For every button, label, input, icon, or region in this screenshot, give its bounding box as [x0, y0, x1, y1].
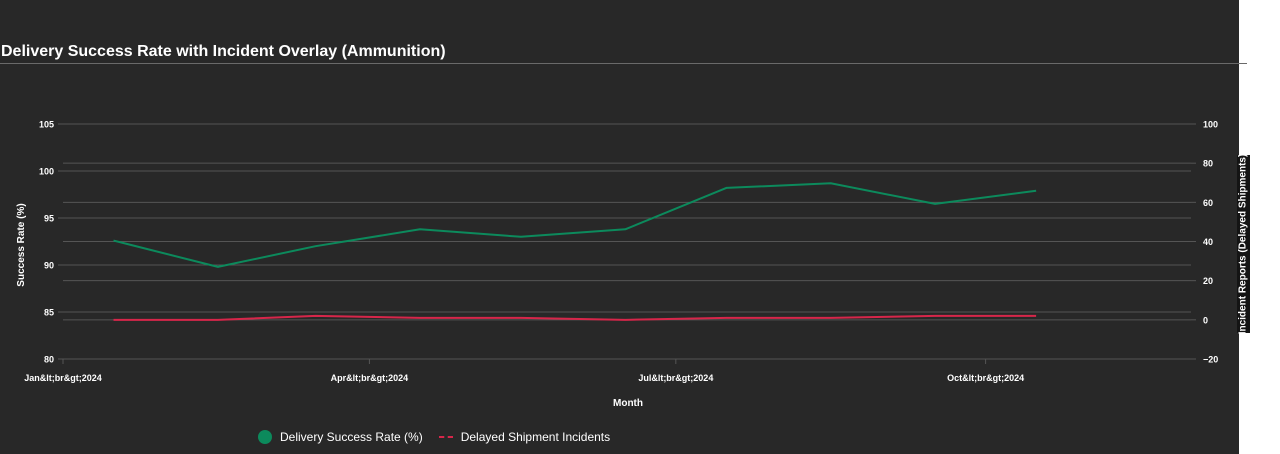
- y-axis-right-label: Incident Reports (Delayed Shipments): [1238, 154, 1249, 335]
- y-tick-label-right: 80: [1203, 159, 1213, 169]
- data-point-success-rate: [111, 238, 116, 243]
- x-axis-label: Month: [613, 398, 643, 409]
- series-layer: [111, 181, 1039, 322]
- legend-label-success-rate: Delivery Success Rate (%): [280, 430, 423, 444]
- legend-item-success-rate[interactable]: Delivery Success Rate (%): [258, 430, 423, 444]
- data-point-success-rate: [724, 185, 729, 190]
- legend-item-incidents[interactable]: Delayed Shipment Incidents: [438, 430, 611, 444]
- y-axis-left-label: Success Rate (%): [16, 203, 27, 286]
- y-tick-label-left: 85: [44, 308, 54, 318]
- data-point-success-rate: [518, 234, 523, 239]
- legend-swatch-incidents: [438, 436, 453, 438]
- x-tick-label: Jan&lt;br&gt;2024: [24, 373, 102, 383]
- chart-title: Delivery Success Rate with Incident Over…: [1, 43, 446, 60]
- y-tick-label-left: 105: [39, 120, 54, 130]
- legend-label-incidents: Delayed Shipment Incidents: [460, 430, 611, 444]
- data-point-success-rate: [215, 264, 220, 269]
- y-tick-label-right: −20: [1203, 355, 1218, 365]
- y-tick-label-right: 40: [1203, 237, 1213, 247]
- data-point-incidents: [623, 317, 628, 322]
- y-tick-label-right: 0: [1203, 315, 1208, 325]
- data-point-incidents: [724, 315, 729, 320]
- data-point-incidents: [1034, 313, 1039, 318]
- y-tick-label-right: 20: [1203, 276, 1213, 286]
- y-axis-right-label-group: Incident Reports (Delayed Shipments): [1237, 154, 1250, 335]
- legend-swatch-success-rate: [258, 430, 272, 444]
- chart-panel: Delivery Success Rate with Incident Over…: [0, 0, 1239, 454]
- y-tick-label-right: 100: [1203, 120, 1218, 130]
- y-tick-label-left: 80: [44, 355, 54, 365]
- data-point-success-rate: [1034, 188, 1039, 193]
- data-point-success-rate: [417, 227, 422, 232]
- y-tick-label-left: 95: [44, 214, 54, 224]
- data-point-incidents: [828, 315, 833, 320]
- data-point-success-rate: [313, 244, 318, 249]
- data-point-incidents: [417, 315, 422, 320]
- series-line-success-rate: [113, 182, 1037, 268]
- data-point-success-rate: [933, 201, 938, 206]
- data-point-incidents: [313, 313, 318, 318]
- data-point-success-rate: [623, 227, 628, 232]
- axis-layer: 105 100 95 90 85 80 100 80 60 40 20 0 −20 Jan&lt;br&g…: [24, 120, 1218, 384]
- y-tick-label-left: 90: [44, 261, 54, 271]
- title-divider: [0, 63, 1239, 64]
- data-point-success-rate: [828, 181, 833, 186]
- data-point-incidents: [933, 313, 938, 318]
- x-tick-label: Apr&lt;br&gt;2024: [331, 373, 409, 383]
- y-tick-label-right: 60: [1203, 198, 1213, 208]
- edge-tick: [1239, 63, 1247, 64]
- data-point-incidents: [111, 317, 116, 322]
- chart-legend: Delivery Success Rate (%) Delayed Shipme…: [258, 430, 610, 444]
- series-line-incidents: [113, 314, 1037, 321]
- grid-layer: [63, 123, 1191, 360]
- data-point-incidents: [215, 317, 220, 322]
- data-point-incidents: [518, 315, 523, 320]
- y-tick-label-left: 100: [39, 167, 54, 177]
- x-tick-label: Jul&lt;br&gt;2024: [638, 373, 713, 383]
- x-tick-label: Oct&lt;br&gt;2024: [947, 373, 1024, 383]
